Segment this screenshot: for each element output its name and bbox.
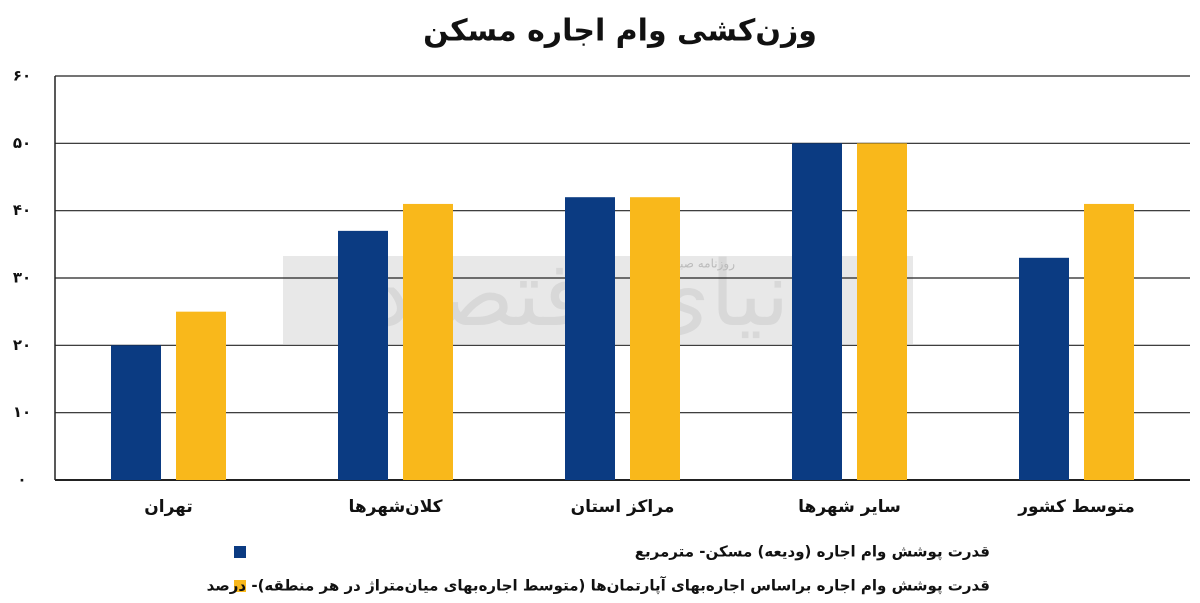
bar (176, 311, 226, 480)
bar (630, 197, 680, 480)
y-tick-label: ۴۰ (13, 201, 31, 219)
x-tick-label: سایر شهرها (798, 497, 901, 517)
legend-label: قدرت پوشش وام اجاره براساس اجاره‌بهای آپ… (207, 577, 990, 596)
legend-swatch (234, 546, 246, 558)
bar (403, 203, 453, 480)
bar (857, 143, 907, 481)
y-tick-label: ۱۰ (13, 403, 31, 421)
x-tick-label: مراکز استان (571, 497, 675, 517)
y-tick-label: ۳۰ (13, 269, 31, 287)
bar (338, 230, 388, 480)
y-tick-label: ۶۰ (13, 67, 31, 85)
bar (1019, 257, 1069, 480)
bar (565, 197, 615, 480)
bar (111, 345, 161, 480)
chart-title: وزن‌کشی وام اجاره مسکن (423, 14, 817, 49)
legend-label: قدرت پوشش وام اجاره (ودیعه) مسکن- مترمرب… (635, 543, 990, 562)
bar (792, 143, 842, 481)
x-tick-label: تهران (144, 497, 193, 517)
y-tick-label: ۵۰ (13, 134, 31, 152)
y-tick-label: ۲۰ (13, 336, 31, 354)
x-tick-label: متوسط کشور (1017, 497, 1135, 517)
x-tick-label: کلان‌شهرها (349, 497, 443, 517)
y-tick-label: ۰ (17, 471, 26, 489)
legend-swatch (234, 580, 246, 592)
bar (1084, 203, 1134, 480)
